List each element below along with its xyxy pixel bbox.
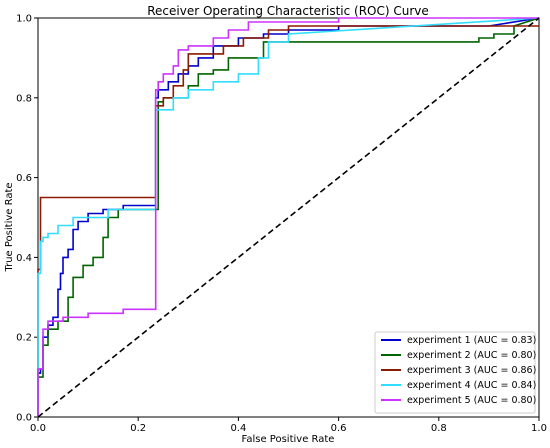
x-tick-label: 0.0 (30, 423, 46, 434)
x-tick-label: 0.8 (431, 423, 447, 434)
x-axis-label: False Positive Rate (242, 434, 335, 445)
y-tick-label: 1.0 (16, 14, 32, 25)
legend-box (374, 331, 536, 414)
legend-entry: experiment 5 (AUC = 0.80) (407, 395, 536, 406)
x-tick-label: 0.2 (130, 423, 146, 434)
chart-title: Receiver Operating Characteristic (ROC) … (147, 4, 429, 18)
y-axis-label: True Positive Rate (4, 182, 15, 272)
y-tick-label: 0.8 (16, 93, 32, 104)
y-tick-label: 0.0 (16, 413, 32, 424)
series-line-experiment-5 (37, 17, 539, 417)
x-tick-label: 0.6 (331, 423, 347, 434)
legend-entry: experiment 4 (AUC = 0.84) (407, 380, 536, 391)
x-tick-label: 1.0 (531, 423, 547, 434)
series-line-experiment-3 (37, 25, 539, 417)
legend-entry: experiment 2 (AUC = 0.80) (407, 350, 536, 361)
reference-diagonal-line (37, 17, 540, 418)
y-tick-label: 0.2 (16, 333, 32, 344)
x-tick-label: 0.4 (230, 423, 246, 434)
y-tick-label: 0.6 (16, 173, 32, 184)
y-tick-label: 0.4 (16, 253, 32, 264)
legend-entry: experiment 3 (AUC = 0.86) (407, 365, 536, 376)
plot-area: 0.0 0.2 0.4 0.6 0.8 1.0 0.0 0.2 0.4 0.6 0.8 1.0 (16, 14, 547, 435)
plot-frame (37, 17, 540, 418)
legend-entry: experiment 1 (AUC = 0.83) (407, 335, 536, 346)
legend: experiment 1 (AUC = 0.83) experiment 2 (A… (374, 331, 536, 414)
